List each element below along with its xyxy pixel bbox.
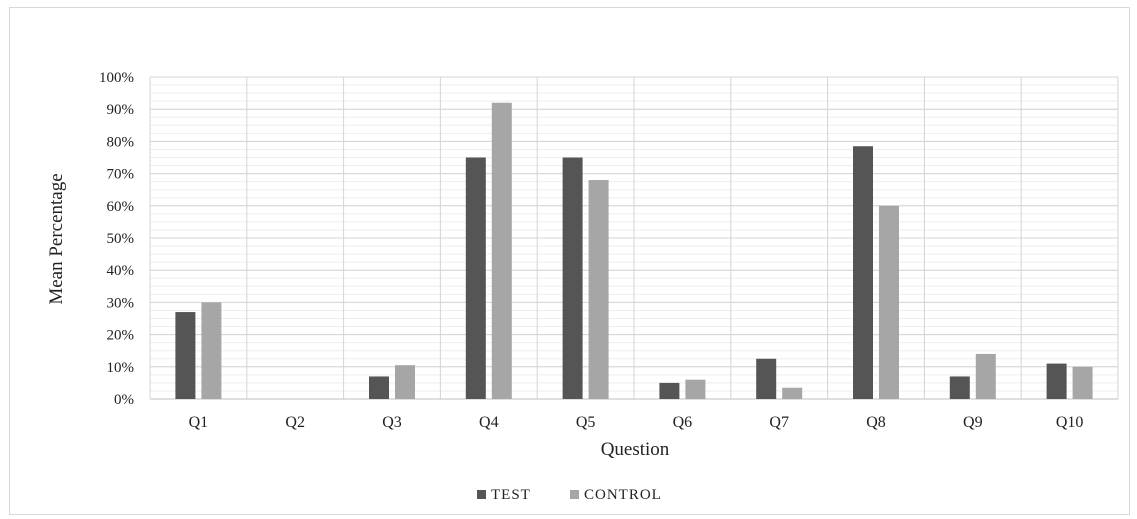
y-tick-label: 50% bbox=[107, 231, 135, 247]
bar-control-q1 bbox=[201, 302, 222, 399]
bar-control-q5 bbox=[588, 180, 609, 399]
bar-control-q8 bbox=[879, 205, 899, 399]
bar-control-q9 bbox=[975, 353, 996, 399]
legend-label-test: TEST bbox=[491, 487, 531, 503]
x-tick-label: Q7 bbox=[769, 414, 789, 431]
bar-test-q8 bbox=[853, 146, 873, 399]
y-tick-label: 40% bbox=[107, 263, 135, 279]
bar-test-q7 bbox=[756, 358, 777, 399]
bar-control-q7 bbox=[782, 387, 803, 399]
bar-test-q10 bbox=[1046, 363, 1067, 399]
bar-test-q5 bbox=[562, 157, 583, 399]
x-tick-label: Q4 bbox=[479, 414, 499, 431]
x-tick-label: Q6 bbox=[673, 414, 693, 431]
y-axis-label: Mean Percentage bbox=[46, 173, 67, 304]
y-tick-label: 0% bbox=[114, 392, 134, 408]
x-tick-label: Q9 bbox=[963, 414, 983, 431]
bar-control-q6 bbox=[685, 379, 706, 399]
x-tick-label: Q8 bbox=[866, 414, 886, 431]
bar-test-q3 bbox=[369, 376, 389, 399]
bar-control-q3 bbox=[395, 365, 415, 399]
x-tick-label: Q10 bbox=[1056, 414, 1084, 431]
bar-control-q4 bbox=[491, 102, 512, 399]
y-tick-label: 100% bbox=[99, 70, 134, 86]
x-axis-label: Question bbox=[601, 439, 670, 460]
y-tick-label: 90% bbox=[107, 102, 135, 118]
y-tick-label: 20% bbox=[107, 328, 135, 344]
bar-test-q4 bbox=[465, 157, 486, 399]
legend-swatch-test bbox=[477, 490, 486, 499]
gridlines bbox=[149, 76, 1119, 400]
bar-control-q10 bbox=[1072, 366, 1093, 399]
y-tick-label: 60% bbox=[107, 199, 135, 215]
x-tick-label: Q5 bbox=[576, 414, 596, 431]
y-axis-ticks: 0% 10% 20% 30% 40% 50% 60% 70% 80% 90% 100% bbox=[99, 70, 134, 408]
y-tick-label: 80% bbox=[107, 134, 135, 150]
legend-label-control: CONTROL bbox=[584, 487, 662, 503]
bar-test-q1 bbox=[175, 312, 196, 399]
legend-swatch-control bbox=[570, 490, 579, 499]
y-tick-label: 30% bbox=[107, 295, 135, 311]
bar-test-q6 bbox=[659, 382, 680, 399]
x-tick-label: Q2 bbox=[285, 414, 305, 431]
x-tick-label: Q1 bbox=[189, 414, 209, 431]
y-tick-label: 10% bbox=[107, 360, 135, 376]
y-tick-label: 70% bbox=[107, 167, 135, 183]
x-tick-label: Q3 bbox=[382, 414, 402, 431]
legend: TEST CONTROL bbox=[477, 487, 662, 503]
bar-test-q9 bbox=[949, 376, 970, 399]
bars bbox=[175, 102, 1093, 399]
x-axis-ticks: Q1 Q2 Q3 Q4 Q5 Q6 Q7 Q8 Q9 Q10 bbox=[189, 414, 1084, 431]
